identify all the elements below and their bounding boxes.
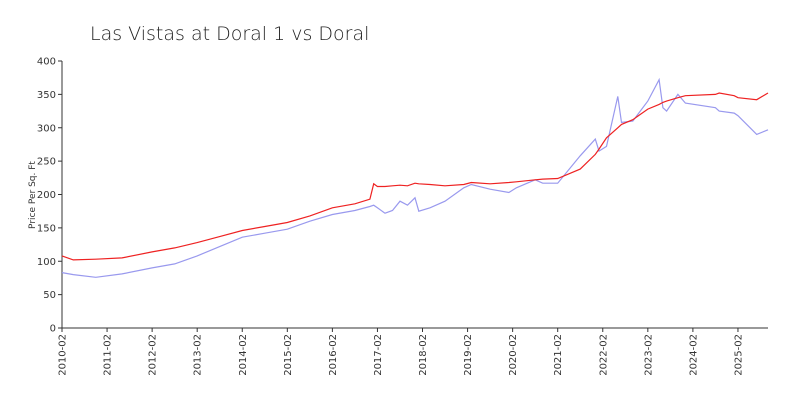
- x-tick-label: 2022-02: [598, 334, 609, 376]
- x-tick-label: 2023-02: [643, 334, 654, 376]
- x-tick-label: 2013-02: [193, 334, 204, 376]
- x-tick-label: 2011-02: [103, 334, 114, 376]
- series-line: [61, 77, 769, 278]
- y-tick-label: 250: [37, 157, 56, 168]
- x-tick-label: 2024-02: [688, 334, 699, 376]
- x-tick-label: 2012-02: [148, 334, 159, 376]
- y-tick-label: 150: [37, 223, 56, 234]
- x-tick-label: 2017-02: [373, 334, 384, 376]
- y-tick-label: 400: [37, 57, 56, 68]
- series-line: [61, 92, 769, 261]
- y-tick-label: 350: [37, 90, 56, 101]
- y-tick-label: 300: [37, 123, 56, 134]
- chart-title: Las Vistas at Doral 1 vs Doral: [90, 23, 369, 45]
- y-tick-label: 50: [43, 290, 56, 301]
- y-tick-label: 200: [37, 190, 56, 201]
- x-tick-label: 2018-02: [418, 334, 429, 376]
- x-tick-label: 2021-02: [553, 334, 564, 376]
- x-tick-label: 2016-02: [328, 334, 339, 376]
- x-tick-label: 2020-02: [508, 334, 519, 376]
- x-tick-label: 2019-02: [463, 334, 474, 376]
- x-tick-label: 2014-02: [238, 334, 249, 376]
- y-tick-label: 0: [50, 324, 56, 335]
- y-axis-label: Price Per Sq. Ft: [28, 161, 38, 229]
- y-tick-label: 100: [37, 257, 56, 268]
- x-tick-label: 2015-02: [283, 334, 294, 376]
- x-tick-label: 2010-02: [58, 334, 69, 376]
- x-tick-label: 2025-02: [733, 334, 744, 376]
